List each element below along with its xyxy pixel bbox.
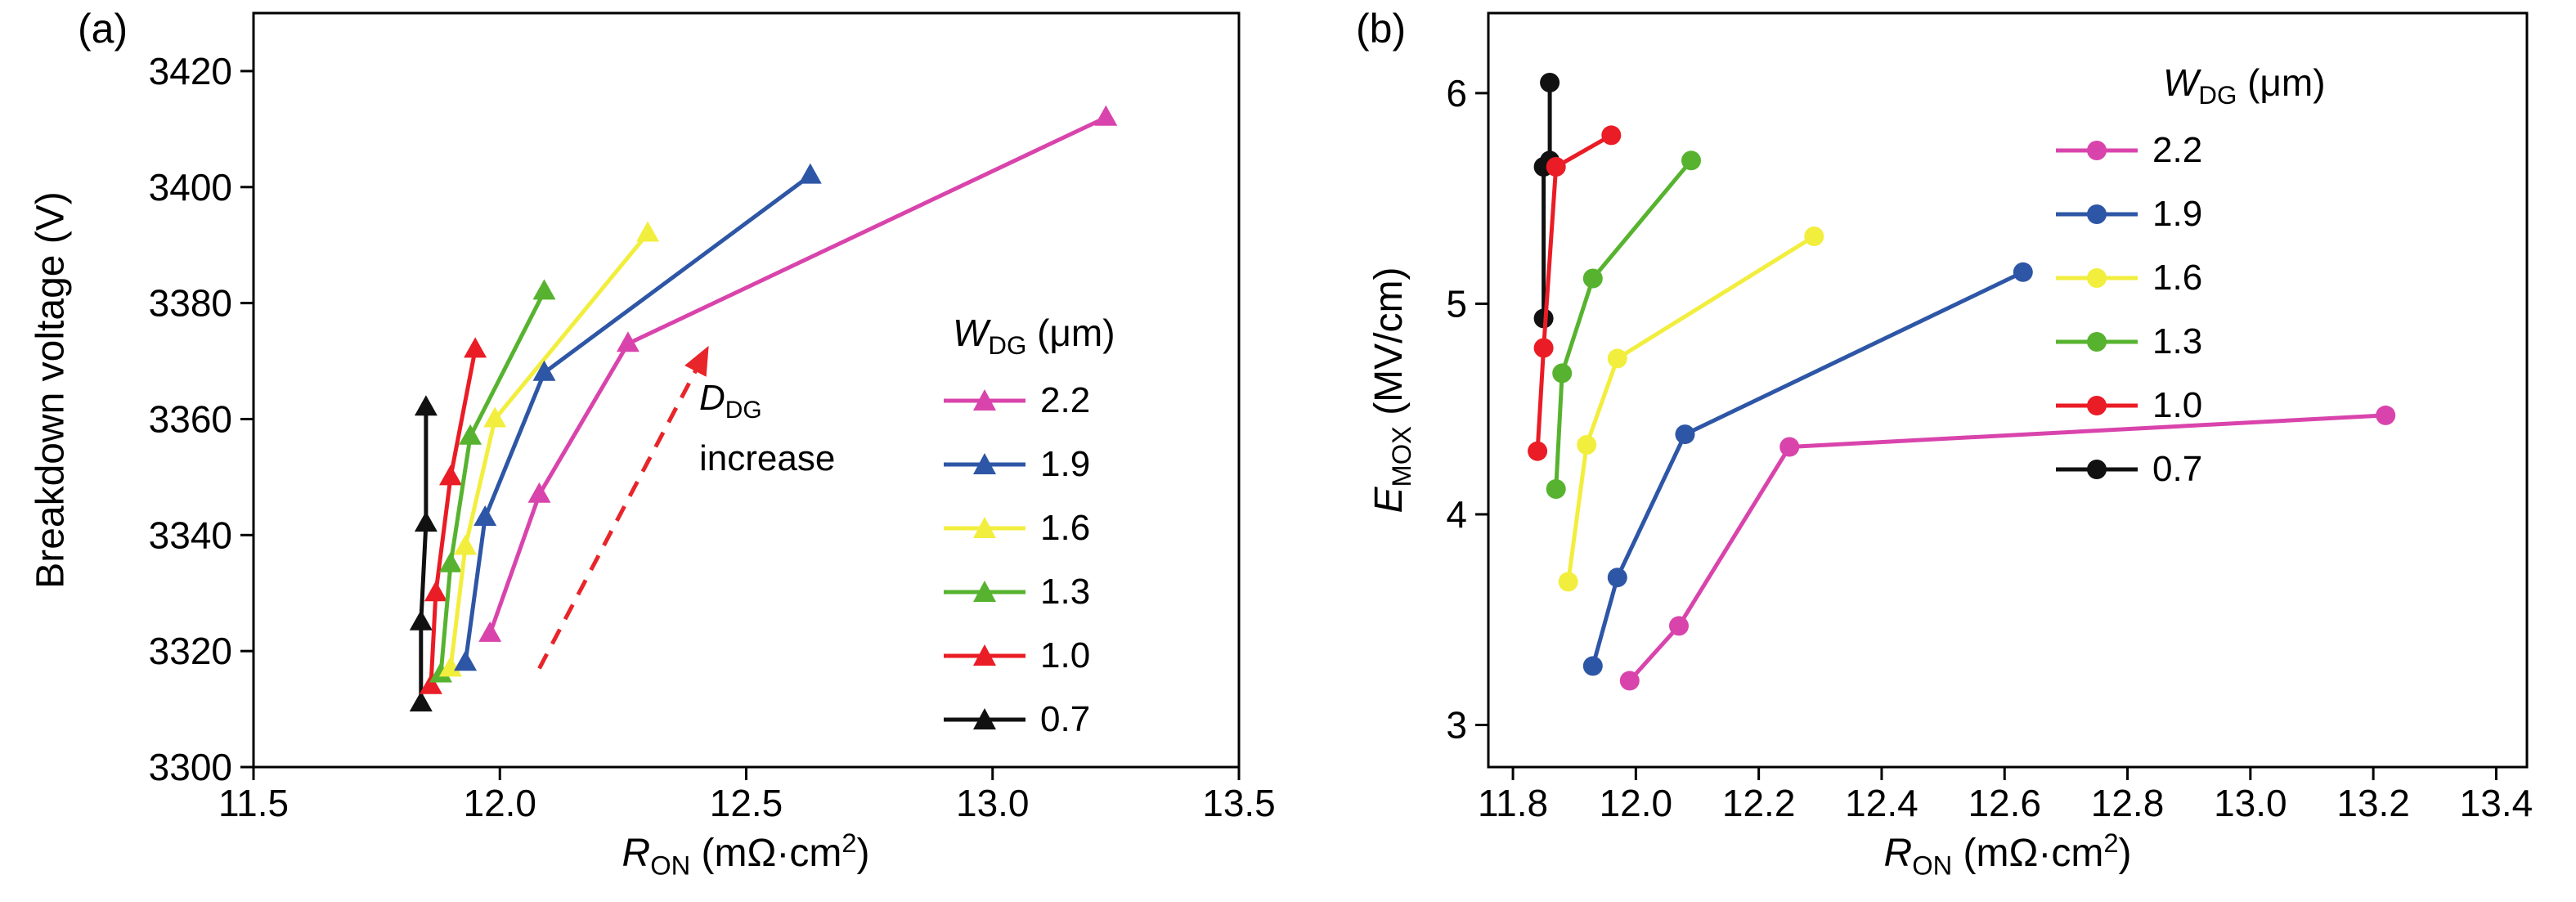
legend-label-0.7: 0.7 (2152, 449, 2203, 490)
plot-a: 11.5 12.0 12.5 13.0 13.5 3300 3320 3340 3360 3380… (149, 11, 1276, 824)
annotation-line-2: increase (699, 438, 836, 478)
legend-marker-1.6 (2056, 268, 2138, 289)
legend-item-1.3: 1.3 (940, 560, 1115, 624)
legend-label-1.3: 1.3 (1040, 572, 1091, 613)
legend-label-1.6: 1.6 (2152, 258, 2203, 298)
y-axis: 3 4 5 6 (1446, 72, 1488, 746)
svg-text:3360: 3360 (149, 397, 232, 440)
y-axis-title-a: Breakdown voltage (V) (29, 191, 73, 589)
legend-marker-0.7 (944, 708, 1025, 730)
svg-text:12.6: 12.6 (1968, 782, 2041, 824)
legend-marker-1.3 (944, 581, 1025, 603)
svg-text:3380: 3380 (149, 282, 232, 325)
legend-marker-1.6 (944, 517, 1025, 539)
legend-item-0.7: 0.7 (2053, 438, 2326, 501)
series-2.2 (1619, 405, 2396, 691)
series-1.9 (454, 163, 822, 671)
plot-frame (1487, 11, 2529, 769)
svg-text:12.4: 12.4 (1845, 782, 1919, 824)
svg-text:13.0: 13.0 (2214, 782, 2287, 824)
legend-label-0.7: 0.7 (1040, 699, 1091, 740)
legend-label-1.9: 1.9 (2152, 194, 2203, 235)
svg-text:13.4: 13.4 (2460, 782, 2533, 824)
legend-label-1.0: 1.0 (2152, 385, 2203, 426)
legend-title: WDG (μm) (953, 312, 1115, 361)
x-axis: 11.5 12.0 12.5 13.0 13.5 (218, 767, 1276, 824)
legend-marker-2.2 (2056, 141, 2138, 161)
legend-item-1.3: 1.3 (2053, 310, 2326, 374)
legend-marker-1.9 (2056, 204, 2138, 225)
svg-text:13.0: 13.0 (956, 782, 1030, 824)
x-axis-title-a: RON (mΩ·cm2) (622, 828, 870, 881)
svg-text:11.5: 11.5 (218, 782, 289, 824)
annotation-ddg-increase: DDG increase (699, 370, 835, 487)
series-2.2 (478, 105, 1118, 642)
svg-text:12.0: 12.0 (1600, 782, 1673, 824)
legend-item-1.9: 1.9 (940, 433, 1115, 496)
legend-marker-0.7 (2056, 460, 2138, 480)
legend-label-1.6: 1.6 (1040, 508, 1091, 549)
annotation-line-1: DDG (699, 378, 762, 424)
legend-a: WDG (μm) 2.2 1.9 1.6 1.3 1.0 0.7 (940, 311, 1115, 752)
svg-text:12.8: 12.8 (2091, 782, 2165, 824)
panel-label-b: (b) (1356, 6, 1407, 52)
y-axis: 3300 3320 3340 3360 3380 3400 3420 (149, 50, 254, 788)
legend-label-1.3: 1.3 (2152, 321, 2203, 362)
legend-label-1.9: 1.9 (1040, 444, 1091, 485)
svg-text:13.5: 13.5 (1202, 782, 1276, 824)
svg-text:12.5: 12.5 (710, 782, 783, 824)
legend-marker-2.2 (944, 389, 1025, 411)
legend-marker-1.3 (2056, 332, 2138, 352)
legend-item-1.0: 1.0 (2053, 374, 2326, 438)
svg-text:4: 4 (1446, 493, 1467, 536)
legend-b: WDG (μm) 2.2 1.9 1.6 1.3 1.0 0.7 (2053, 61, 2326, 501)
series-0.7 (409, 395, 438, 711)
svg-text:5: 5 (1446, 282, 1467, 325)
svg-text:3420: 3420 (149, 50, 232, 92)
legend-item-2.2: 2.2 (2053, 119, 2326, 182)
svg-text:3340: 3340 (149, 514, 232, 556)
x-axis: 11.8 12.0 12.2 12.4 12.6 12.8 13.0 13.2 13.4 (1478, 767, 2533, 824)
svg-text:6: 6 (1446, 72, 1467, 114)
ddg-increase-arrow (537, 345, 709, 670)
plot-b: 11.8 12.0 12.2 12.4 12.6 12.8 13.0 13.2 13.4 3 4 5 6 (1446, 11, 2533, 824)
legend-label-2.2: 2.2 (1040, 380, 1091, 421)
y-axis-title-b: EMOX (MV/cm) (1367, 267, 1416, 514)
x-axis-title-b: RON (mΩ·cm2) (1883, 828, 2132, 881)
svg-text:11.8: 11.8 (1478, 782, 1548, 824)
legend-title: WDG (μm) (2163, 61, 2326, 110)
legend-marker-1.0 (944, 644, 1025, 666)
svg-text:12.2: 12.2 (1722, 782, 1796, 824)
svg-text:3: 3 (1446, 703, 1467, 746)
legend-item-1.6: 1.6 (2053, 246, 2326, 310)
legend-item-2.2: 2.2 (940, 369, 1115, 433)
svg-text:13.2: 13.2 (2336, 782, 2410, 824)
series-1.9 (1582, 262, 2033, 676)
legend-marker-1.0 (2056, 396, 2138, 416)
legend-item-1.0: 1.0 (940, 624, 1115, 688)
svg-text:3320: 3320 (149, 630, 232, 672)
legend-item-0.7: 0.7 (940, 688, 1115, 752)
series-1.6 (1558, 227, 1824, 592)
legend-item-1.9: 1.9 (2053, 182, 2326, 246)
panel-breakdown-voltage: 11.5 12.0 12.5 13.0 13.5 3300 3320 3340 3360 3380… (0, 0, 1284, 902)
panel-label-a: (a) (78, 6, 128, 52)
legend-label-2.2: 2.2 (2152, 130, 2203, 171)
panel-emox: 11.8 12.0 12.2 12.4 12.6 12.8 13.0 13.2 13.4 3 4 5 6… (1292, 0, 2576, 902)
series-1.3 (429, 279, 556, 683)
svg-text:3300: 3300 (149, 746, 232, 788)
svg-text:3400: 3400 (149, 166, 232, 209)
series-1.6 (439, 221, 659, 677)
legend-marker-1.9 (944, 453, 1025, 475)
series-1.0 (1528, 125, 1622, 461)
series-1.3 (1546, 150, 1701, 499)
legend-label-1.0: 1.0 (1040, 635, 1091, 676)
series-1.0 (419, 337, 487, 694)
svg-text:12.0: 12.0 (463, 782, 536, 824)
legend-item-1.6: 1.6 (940, 496, 1115, 560)
